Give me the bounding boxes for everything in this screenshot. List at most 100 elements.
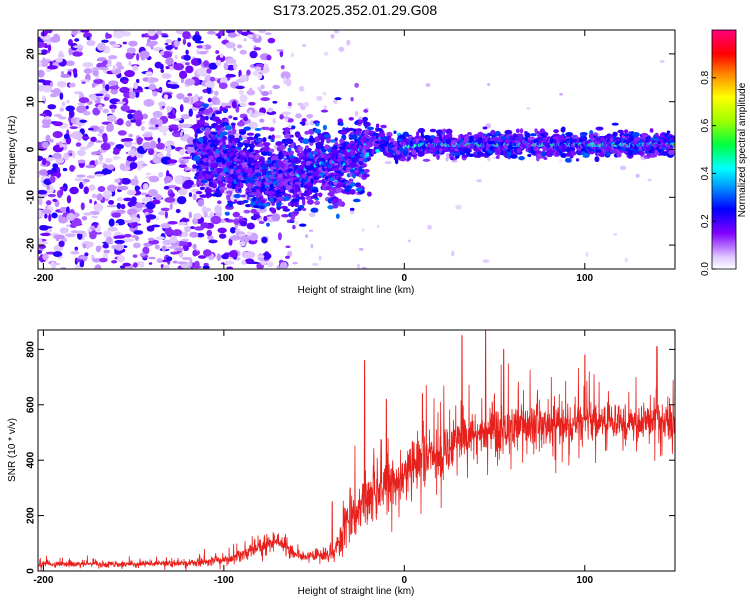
- heatmap-cell: [91, 215, 99, 219]
- heatmap-cell: [260, 260, 267, 266]
- heatmap-cell: [155, 194, 163, 201]
- heatmap-cell: [160, 207, 170, 212]
- heatmap-cell: [240, 220, 248, 227]
- heatmap-cell: [455, 154, 460, 159]
- heatmap-cell: [315, 143, 324, 150]
- heatmap-cell: [281, 111, 292, 116]
- heatmap-cell: [82, 243, 87, 249]
- heatmap-cell: [335, 187, 342, 193]
- heatmap-cell: [106, 236, 113, 244]
- heatmap-cell: [69, 82, 76, 88]
- heatmap-cell: [198, 166, 202, 172]
- heatmap-cell: [42, 253, 49, 261]
- heatmap-cell: [194, 226, 204, 231]
- heatmap-cell: [598, 152, 605, 157]
- heatmap-cell: [208, 181, 213, 185]
- heatmap-cell: [38, 48, 42, 54]
- heatmap-cell: [332, 197, 340, 204]
- heatmap-cell: [280, 71, 291, 80]
- heatmap-cell: [420, 132, 424, 139]
- heatmap-cell: [380, 124, 387, 129]
- heatmap-cell: [208, 62, 218, 70]
- heatmap-cell: [145, 172, 152, 176]
- heatmap-cell: [142, 133, 153, 138]
- heatmap-cell: [554, 136, 560, 141]
- heatmap-cell: [237, 142, 244, 148]
- heatmap-cell: [184, 166, 188, 172]
- heatmap-cell: [203, 249, 212, 257]
- heatmap-cell: [71, 151, 76, 159]
- heatmap-cell: [104, 84, 110, 91]
- heatmap-cell: [294, 220, 299, 225]
- heatmap-cell: [81, 81, 86, 84]
- heatmap-cell: [68, 110, 75, 118]
- heatmap-cell: [215, 50, 220, 54]
- heatmap-cell: [109, 104, 117, 110]
- heatmap-cell: [156, 152, 164, 158]
- heatmap-cell: [302, 179, 306, 183]
- heatmap-cell: [120, 104, 130, 112]
- heatmap-cell: [324, 176, 329, 180]
- heatmap-cell: [262, 136, 267, 143]
- heatmap-cell: [44, 213, 48, 219]
- heatmap-cell: [536, 147, 540, 151]
- heatmap-cell: [349, 140, 355, 145]
- y-tick-label: 10: [26, 96, 37, 108]
- heatmap-cell: [276, 160, 282, 167]
- heatmap-cell: [560, 152, 567, 158]
- heatmap-cell: [132, 262, 138, 268]
- heatmap-cell: [126, 47, 136, 54]
- heatmap-cell: [482, 259, 490, 264]
- heatmap-cell: [102, 80, 106, 90]
- heatmap-cell: [571, 138, 578, 142]
- heatmap-cell: [192, 213, 202, 220]
- heatmap-cell: [365, 152, 371, 157]
- heatmap-cell: [179, 221, 187, 226]
- heatmap-cell: [173, 40, 180, 48]
- heatmap-cell: [74, 177, 84, 182]
- heatmap-cell: [185, 65, 194, 74]
- heatmap-cell: [62, 167, 68, 172]
- heatmap-cell: [72, 45, 84, 49]
- heatmap-cell: [402, 150, 409, 157]
- heatmap-cell: [111, 260, 118, 264]
- heatmap-cell: [74, 246, 79, 251]
- heatmap-cell: [274, 134, 281, 139]
- heatmap-cell: [168, 245, 176, 249]
- heatmap-cell: [394, 158, 399, 165]
- heatmap-cell: [164, 42, 169, 46]
- heatmap-cell: [60, 71, 65, 75]
- heatmap-cell: [633, 149, 638, 154]
- heatmap-cell: [623, 133, 630, 137]
- heatmap-cell: [540, 151, 547, 157]
- heatmap-cell: [364, 168, 370, 173]
- heatmap-cell: [338, 198, 342, 205]
- heatmap-cell: [245, 203, 252, 208]
- heatmap-cell: [249, 261, 260, 265]
- heatmap-cell: [585, 252, 589, 257]
- heatmap-cell: [375, 123, 380, 129]
- heatmap-cell: [99, 125, 105, 130]
- heatmap-cell: [80, 30, 90, 33]
- heatmap-cell: [313, 172, 318, 177]
- heatmap-cell: [197, 255, 207, 259]
- heatmap-cell: [271, 155, 279, 161]
- heatmap-cell: [117, 130, 127, 136]
- heatmap-cell: [166, 159, 178, 164]
- heatmap-cell: [318, 255, 322, 261]
- heatmap-cell: [283, 192, 288, 197]
- heatmap-cell: [289, 129, 293, 133]
- heatmap-cell: [181, 231, 189, 238]
- heatmap-cell: [239, 241, 246, 247]
- heatmap-cell: [77, 149, 86, 156]
- heatmap-cell: [96, 42, 106, 51]
- heatmap-cell: [355, 182, 362, 188]
- heatmap-cell: [225, 73, 237, 78]
- heatmap-cell: [283, 76, 287, 85]
- heatmap-cell: [106, 164, 115, 170]
- heatmap-cell: [231, 174, 239, 179]
- heatmap-cell: [233, 218, 240, 226]
- heatmap-cell: [267, 37, 276, 44]
- heatmap-cell: [320, 161, 325, 166]
- heatmap-cell: [66, 99, 70, 104]
